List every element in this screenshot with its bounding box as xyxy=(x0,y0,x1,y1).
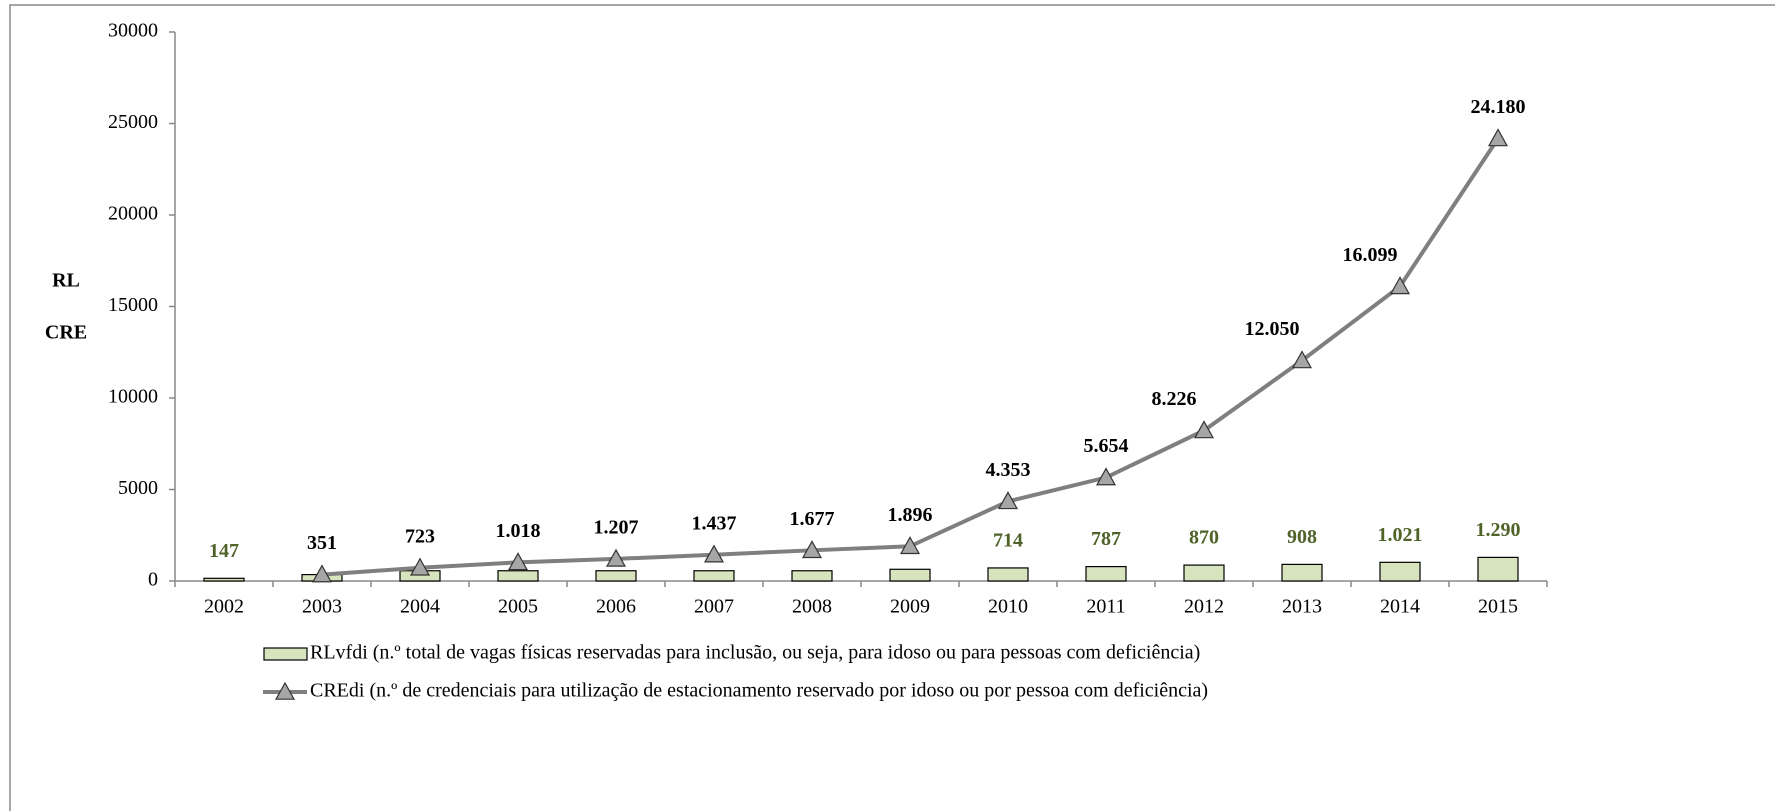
line-value-label: 1.896 xyxy=(888,504,933,526)
bar-value-label: 714 xyxy=(993,530,1023,552)
x-tick-label: 2015 xyxy=(1478,596,1518,618)
y-axis-label: CRE xyxy=(45,322,87,344)
x-tick-label: 2006 xyxy=(596,596,636,618)
line-value-label: 16.099 xyxy=(1343,244,1398,266)
chart-frame xyxy=(9,4,1775,811)
line-value-label: 1.677 xyxy=(790,508,835,530)
legend-label: CREdi (n.º de credenciais para utilizaçã… xyxy=(310,680,1208,702)
line-value-label: 1.437 xyxy=(692,512,737,534)
legend-label: RLvfdi (n.º total de vagas físicas reser… xyxy=(310,642,1200,664)
line-marker xyxy=(997,491,1019,510)
line-value-label: 723 xyxy=(405,525,435,547)
line-marker xyxy=(899,536,921,555)
y-tick-label: 15000 xyxy=(108,294,158,316)
x-tick-label: 2007 xyxy=(694,596,734,618)
line-value-label: 4.353 xyxy=(986,459,1031,481)
x-tick-label: 2003 xyxy=(302,596,342,618)
bar xyxy=(889,568,931,582)
x-tick-label: 2009 xyxy=(890,596,930,618)
bar xyxy=(497,570,539,582)
y-tick-label: 10000 xyxy=(108,386,158,408)
bar xyxy=(1379,561,1421,582)
line-marker xyxy=(1487,128,1509,147)
x-tick-label: 2011 xyxy=(1086,596,1125,618)
x-tick-label: 2004 xyxy=(400,596,440,618)
bar-value-label: 1.290 xyxy=(1476,519,1521,541)
bar-value-label: 787 xyxy=(1091,528,1121,550)
x-tick-label: 2010 xyxy=(988,596,1028,618)
bar xyxy=(987,567,1029,582)
x-tick-label: 2014 xyxy=(1380,596,1420,618)
line-value-label: 1.018 xyxy=(496,520,541,542)
line-marker xyxy=(1389,276,1411,295)
line-marker xyxy=(409,557,431,576)
bar xyxy=(203,577,245,582)
line-value-label: 5.654 xyxy=(1084,435,1129,457)
line-marker xyxy=(1291,350,1313,369)
y-tick-label: 30000 xyxy=(108,20,158,42)
bar-value-label: 1.021 xyxy=(1378,524,1423,546)
line-value-label: 24.180 xyxy=(1471,96,1526,118)
legend-marker xyxy=(274,681,296,700)
line-marker xyxy=(1193,420,1215,439)
line-marker xyxy=(311,564,333,583)
line-value-label: 1.207 xyxy=(594,517,639,539)
y-axis-label: RL xyxy=(52,270,80,292)
bar xyxy=(791,570,833,582)
x-tick-label: 2013 xyxy=(1282,596,1322,618)
bar-value-label: 147 xyxy=(209,540,239,562)
x-tick-label: 2012 xyxy=(1184,596,1224,618)
x-tick-label: 2008 xyxy=(792,596,832,618)
line-value-label: 12.050 xyxy=(1245,318,1300,340)
y-tick-label: 5000 xyxy=(118,477,158,499)
x-tick-label: 2002 xyxy=(204,596,244,618)
line-marker xyxy=(1095,467,1117,486)
line-value-label: 8.226 xyxy=(1152,388,1197,410)
y-tick-label: 20000 xyxy=(108,203,158,225)
line-marker xyxy=(507,552,529,571)
bar xyxy=(1477,556,1519,582)
bar xyxy=(595,570,637,582)
line-marker xyxy=(801,540,823,559)
bar-value-label: 908 xyxy=(1287,526,1317,548)
line-marker xyxy=(703,544,725,563)
bar xyxy=(1281,563,1323,582)
bar xyxy=(1085,565,1127,582)
y-tick-label: 0 xyxy=(148,569,158,591)
bar-value-label: 870 xyxy=(1189,527,1219,549)
y-tick-label: 25000 xyxy=(108,111,158,133)
line-value-label: 351 xyxy=(307,532,337,554)
line-marker xyxy=(605,548,627,567)
legend-swatch xyxy=(263,647,308,661)
bar xyxy=(1183,564,1225,582)
x-tick-label: 2005 xyxy=(498,596,538,618)
bar xyxy=(693,570,735,582)
